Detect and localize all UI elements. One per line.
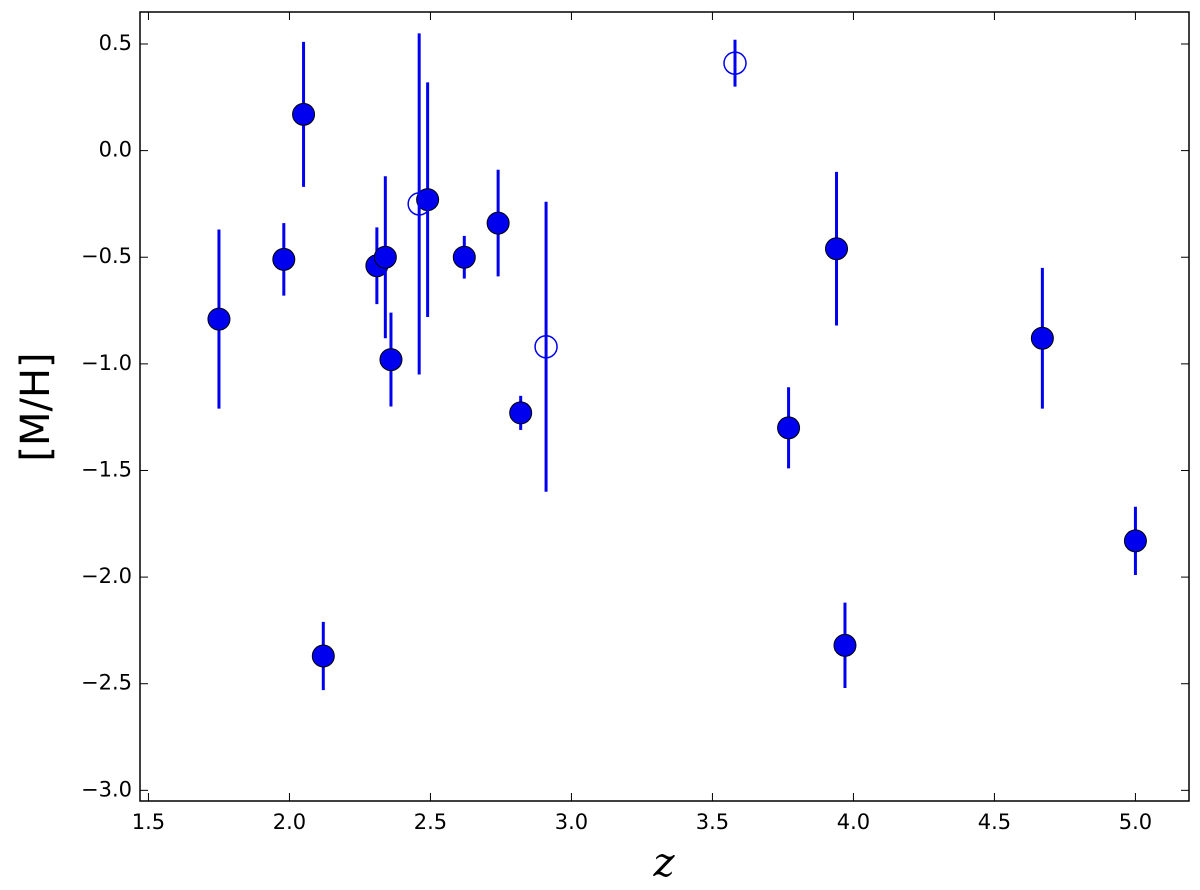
marker bbox=[486, 211, 510, 235]
marker bbox=[534, 335, 558, 359]
marker bbox=[292, 102, 316, 126]
y-tick-label: −3.0 bbox=[81, 777, 132, 801]
x-tick-label: 1.5 bbox=[132, 810, 165, 834]
x-tick-label: 2.5 bbox=[414, 810, 447, 834]
y-tick-label: 0.5 bbox=[99, 31, 132, 55]
marker bbox=[1123, 529, 1147, 553]
marker bbox=[379, 348, 403, 372]
marker bbox=[207, 307, 231, 331]
y-tick-label: 0.0 bbox=[99, 138, 132, 162]
x-tick-label: 3.5 bbox=[696, 810, 729, 834]
x-tick-label: 4.5 bbox=[978, 810, 1011, 834]
y-tick-label: −2.5 bbox=[81, 671, 132, 695]
marker bbox=[407, 192, 431, 216]
x-tick-label: 2.0 bbox=[273, 810, 306, 834]
y-axis-label: [M/H] bbox=[13, 352, 59, 461]
marker bbox=[1030, 326, 1054, 350]
marker bbox=[777, 416, 801, 440]
y-tick-label: −1.0 bbox=[81, 351, 132, 375]
y-tick-label: −0.5 bbox=[81, 244, 132, 268]
x-axis-label: z bbox=[652, 840, 675, 886]
marker bbox=[373, 245, 397, 269]
marker bbox=[311, 644, 335, 668]
marker bbox=[723, 51, 747, 75]
marker bbox=[272, 247, 296, 271]
x-tick-label: 4.0 bbox=[837, 810, 870, 834]
y-tick-label: −1.5 bbox=[81, 457, 132, 481]
marker bbox=[509, 401, 533, 425]
x-tick-label: 5.0 bbox=[1119, 810, 1152, 834]
marker bbox=[825, 237, 849, 261]
x-tick-label: 3.0 bbox=[555, 810, 588, 834]
y-tick-label: −2.0 bbox=[81, 564, 132, 588]
marker bbox=[452, 245, 476, 269]
plot-frame bbox=[139, 11, 1190, 802]
marker bbox=[833, 633, 857, 657]
